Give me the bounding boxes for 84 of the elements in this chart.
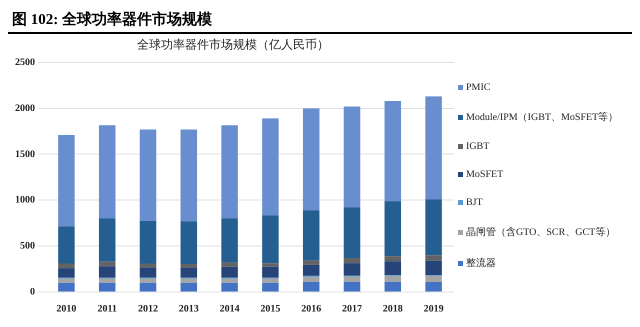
bar <box>384 282 402 292</box>
x-tick-label: 2019 <box>424 304 444 315</box>
bar <box>58 264 75 268</box>
legend-label: IGBT <box>466 141 490 152</box>
chart-subtitle: 全球功率器件市场规模（亿人民币） <box>137 37 329 52</box>
legend-label: BJT <box>466 197 483 208</box>
bar <box>425 276 442 282</box>
x-tick-label: 2014 <box>220 304 240 315</box>
bar <box>58 282 75 292</box>
bar <box>140 282 156 292</box>
bar <box>180 268 198 278</box>
legend-label: 整流器 <box>466 256 496 270</box>
bar <box>344 106 360 208</box>
bar <box>140 268 156 278</box>
bar <box>425 199 442 256</box>
bar <box>221 262 238 267</box>
bar <box>384 276 402 282</box>
legend-label: MoSFET <box>466 169 504 180</box>
bar <box>262 118 279 216</box>
bar <box>425 255 442 261</box>
legend-label: Module/IPM（IGBT、MoSFET等） <box>466 111 618 124</box>
bar <box>180 278 198 283</box>
bar <box>58 134 75 226</box>
bar <box>140 278 156 283</box>
bar <box>262 278 279 283</box>
bar <box>344 258 360 264</box>
chart-title: 图 102: 全球功率器件市场规模 <box>8 8 632 34</box>
legend-label: 晶闸管（含GTO、SCR、GCT等） <box>466 226 616 239</box>
bar <box>221 218 238 263</box>
bar <box>180 264 198 268</box>
bar <box>262 266 279 278</box>
bar <box>98 282 116 292</box>
x-tick-label: 2013 <box>178 304 199 315</box>
bar <box>140 220 156 264</box>
bar <box>384 201 402 256</box>
bar <box>384 100 402 202</box>
bar <box>58 226 75 264</box>
bar <box>58 278 75 283</box>
y-tick-label: 500 <box>20 240 35 252</box>
bar <box>425 282 442 292</box>
bar <box>98 125 116 219</box>
y-tick-label: 2500 <box>15 56 35 68</box>
bar <box>425 96 442 200</box>
bar <box>344 276 360 282</box>
bar <box>262 215 279 264</box>
bar <box>180 282 198 292</box>
x-tick-label: 2011 <box>97 304 117 315</box>
bar <box>98 262 116 266</box>
x-tick-label: 2018 <box>382 304 403 315</box>
bar <box>180 129 198 222</box>
bar <box>180 221 198 264</box>
bar <box>262 282 279 292</box>
bar <box>344 208 360 258</box>
y-tick-label: 0 <box>30 286 35 298</box>
bar <box>302 210 320 260</box>
bar <box>58 268 75 278</box>
x-tick-label: 2012 <box>138 304 158 315</box>
bar <box>302 264 320 276</box>
x-tick-label: 2017 <box>342 304 362 315</box>
bar <box>140 129 156 221</box>
bar <box>425 260 442 276</box>
bar <box>302 282 320 292</box>
bar <box>221 282 238 292</box>
y-tick-label: 1500 <box>15 148 35 160</box>
y-tick-label: 1000 <box>15 194 35 206</box>
bar <box>384 256 402 262</box>
bar <box>302 260 320 265</box>
y-tick-label: 2000 <box>15 102 35 114</box>
legend-label: PMIC <box>466 82 490 93</box>
bar <box>344 263 360 276</box>
bar <box>221 266 238 278</box>
bar <box>140 264 156 268</box>
bar <box>98 278 116 283</box>
bar <box>384 261 402 276</box>
bar <box>98 218 116 262</box>
bar <box>221 278 238 283</box>
bar <box>221 125 238 219</box>
bar <box>98 266 116 278</box>
bar <box>344 282 360 292</box>
bar <box>302 276 320 282</box>
x-tick-label: 2016 <box>301 304 322 315</box>
x-tick-label: 2010 <box>56 304 76 315</box>
x-tick-label: 2015 <box>260 304 280 315</box>
bar <box>302 108 320 210</box>
